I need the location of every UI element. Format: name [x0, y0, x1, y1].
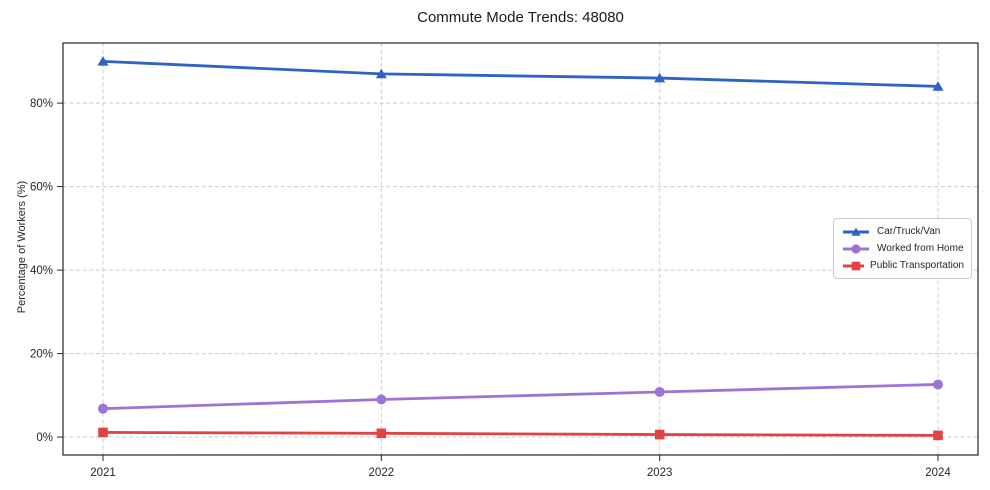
square-marker — [654, 429, 665, 440]
square-marker — [933, 430, 943, 441]
triangle-marker — [97, 56, 109, 66]
chart-title: Commute Mode Trends: 48080 — [417, 9, 624, 26]
triangle-marker — [654, 72, 666, 83]
square-marker — [376, 428, 387, 439]
series-line — [102, 431, 939, 437]
legend-item: Car/Truck/Van — [841, 224, 964, 239]
circle-marker — [376, 394, 387, 405]
legend-label: Worked from Home — [877, 243, 964, 254]
legend-swatch-square-icon — [843, 261, 865, 270]
square-marker — [98, 427, 108, 438]
series-line — [102, 383, 939, 411]
y-axis-label: Percentage of Workers (%) — [16, 180, 28, 314]
x-tick-label: 2023 — [647, 467, 673, 479]
x-tick-label: 2021 — [90, 467, 116, 479]
y-tick-label: 60% — [30, 182, 53, 194]
y-tick-label: 80% — [30, 98, 53, 110]
legend-item: Public Transportation — [841, 258, 964, 273]
axes-box — [62, 42, 979, 456]
series-line — [102, 59, 939, 88]
y-tick-label: 20% — [30, 349, 53, 361]
legend-label: Car/Truck/Van — [877, 226, 941, 237]
triangle-marker — [375, 68, 387, 79]
triangle-marker — [932, 81, 944, 91]
circle-marker — [933, 379, 943, 390]
circle-marker — [654, 386, 665, 397]
legend-swatch-circle-icon — [843, 243, 869, 254]
x-tick-label: 2024 — [925, 467, 951, 479]
y-tick-label: 0% — [36, 432, 53, 444]
legend-swatch-triangle-icon — [843, 227, 869, 236]
y-tick-label: 40% — [30, 265, 53, 277]
x-tick-label: 2022 — [369, 467, 395, 479]
legend: Car/Truck/Van Worked from Home Public Tran… — [833, 218, 972, 279]
legend-item: Worked from Home — [841, 241, 964, 256]
legend-label: Public Transportation — [870, 260, 964, 271]
circle-marker — [98, 403, 108, 414]
